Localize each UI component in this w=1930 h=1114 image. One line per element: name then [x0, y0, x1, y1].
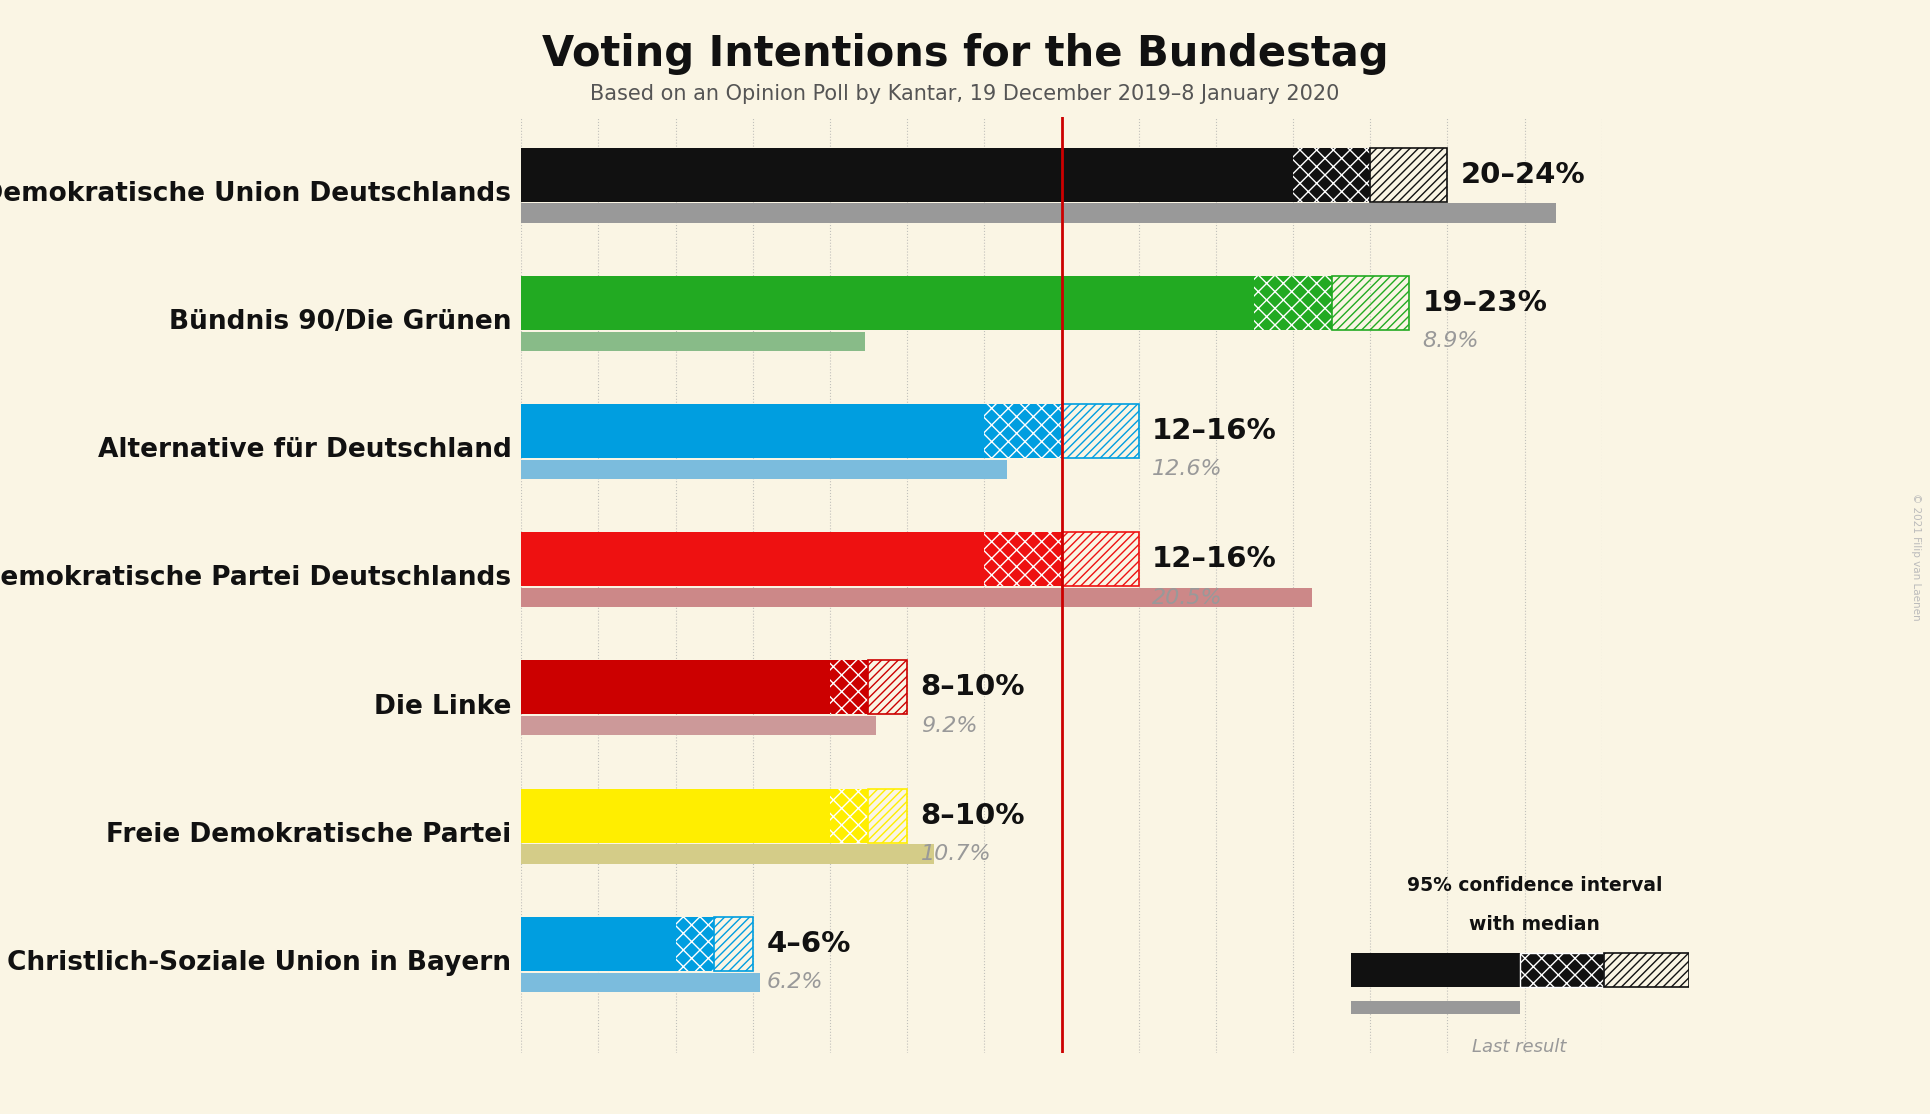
Bar [521, 332, 865, 351]
Bar [521, 404, 984, 458]
Bar [1351, 952, 1521, 987]
Bar [1062, 404, 1139, 458]
Bar [521, 661, 830, 714]
Bar [868, 661, 907, 714]
Bar [984, 532, 1062, 586]
Bar [1293, 148, 1370, 202]
Text: Voting Intentions for the Bundestag: Voting Intentions for the Bundestag [542, 33, 1388, 76]
Bar [1521, 952, 1604, 987]
Bar [830, 661, 868, 714]
Text: Freie Demokratische Partei: Freie Demokratische Partei [106, 822, 511, 848]
Text: with median: with median [1469, 915, 1600, 935]
Text: Last result: Last result [1473, 1038, 1565, 1056]
Text: 12–16%: 12–16% [1152, 417, 1278, 444]
Bar [521, 917, 676, 970]
Text: 95% confidence interval: 95% confidence interval [1407, 876, 1662, 896]
Bar [1351, 1001, 1521, 1015]
Text: 12.6%: 12.6% [1152, 459, 1224, 479]
Text: Bündnis 90/Die Grünen: Bündnis 90/Die Grünen [170, 309, 511, 335]
Bar [1370, 148, 1448, 202]
Text: 8–10%: 8–10% [921, 802, 1025, 830]
Text: 20.5%: 20.5% [1152, 588, 1224, 607]
Bar [1062, 532, 1139, 586]
Text: Based on an Opinion Poll by Kantar, 19 December 2019–8 January 2020: Based on an Opinion Poll by Kantar, 19 D… [591, 84, 1339, 104]
Bar [521, 460, 1007, 479]
Text: Alternative für Deutschland: Alternative für Deutschland [98, 438, 511, 463]
Text: 9.2%: 9.2% [921, 716, 977, 736]
Bar [984, 404, 1062, 458]
Bar [714, 917, 753, 970]
Bar [521, 276, 1254, 330]
Bar [521, 204, 1556, 223]
Bar [1254, 276, 1332, 330]
Bar [521, 844, 934, 863]
Text: Christlich Demokratische Union Deutschlands: Christlich Demokratische Union Deutschla… [0, 180, 511, 207]
Text: 12–16%: 12–16% [1152, 545, 1278, 574]
Bar [521, 973, 760, 991]
Text: Sozialdemokratische Partei Deutschlands: Sozialdemokratische Partei Deutschlands [0, 566, 511, 592]
Bar [1332, 276, 1409, 330]
Text: 6.2%: 6.2% [766, 973, 822, 993]
Text: 4–6%: 4–6% [766, 930, 851, 958]
Bar [676, 917, 714, 970]
Bar [868, 789, 907, 842]
Text: 8–10%: 8–10% [921, 673, 1025, 702]
Text: 10.7%: 10.7% [921, 844, 992, 864]
Bar [830, 789, 868, 842]
Text: 8.9%: 8.9% [1422, 331, 1478, 351]
Bar [521, 588, 1312, 607]
Text: Christlich-Soziale Union in Bayern: Christlich-Soziale Union in Bayern [8, 950, 511, 976]
Text: © 2021 Filip van Laenen: © 2021 Filip van Laenen [1911, 494, 1922, 620]
Text: Die Linke: Die Linke [374, 694, 511, 720]
Bar [1604, 952, 1689, 987]
Bar [521, 716, 876, 735]
Text: 19–23%: 19–23% [1422, 289, 1548, 316]
Bar [521, 532, 984, 586]
Bar [521, 789, 830, 842]
Text: 20–24%: 20–24% [1461, 160, 1586, 188]
Text: 26.8%: 26.8% [1461, 203, 1532, 223]
Bar [521, 148, 1293, 202]
